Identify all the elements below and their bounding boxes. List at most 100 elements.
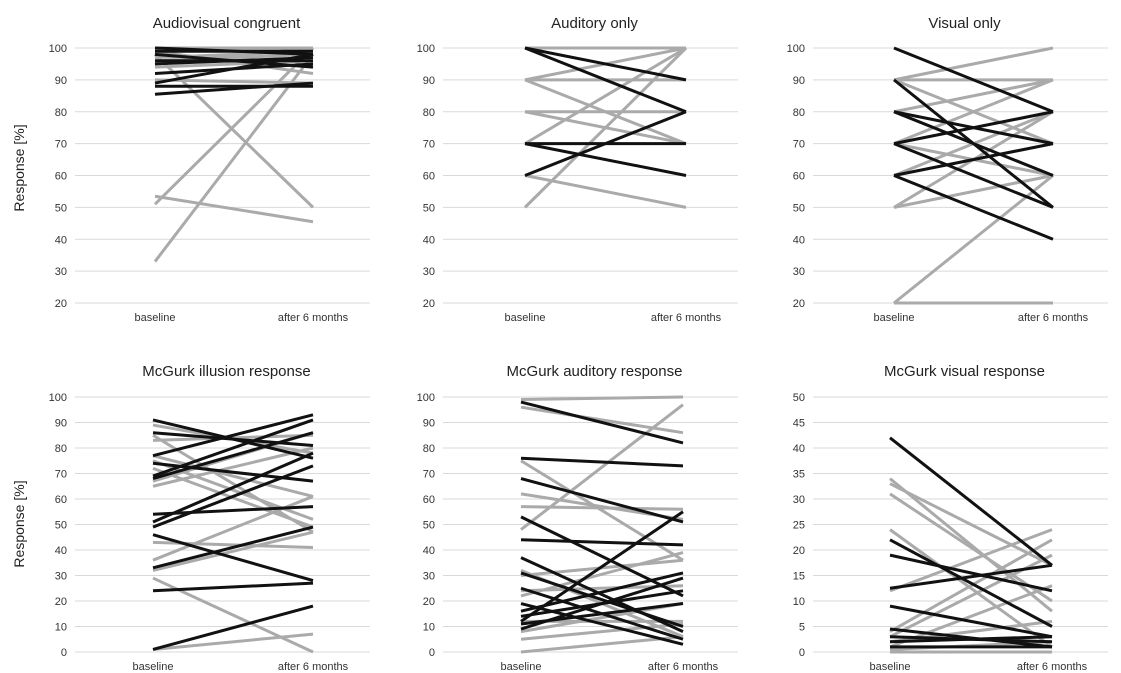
- y-tick-label: 35: [793, 469, 805, 481]
- series-line-dark: [893, 142, 1054, 209]
- y-tick-label: 30: [793, 494, 805, 506]
- y-tick-label: 100: [417, 43, 435, 55]
- series-line-dark: [152, 431, 314, 481]
- series-line-dark: [152, 604, 314, 651]
- y-tick-label: 30: [423, 571, 435, 583]
- y-tick-label: 0: [61, 647, 67, 659]
- y-tick-label: 40: [423, 234, 435, 246]
- y-tick-label: 50: [423, 520, 435, 532]
- series-line-dark: [520, 571, 684, 628]
- y-tick-label: 50: [55, 202, 67, 214]
- x-category-label: baseline: [870, 661, 911, 673]
- y-tick-label: 90: [55, 75, 67, 87]
- panel-title: McGurk illusion response: [142, 363, 310, 380]
- series-line-light: [893, 174, 1054, 209]
- y-axis-label-top-row: Response [%]: [11, 124, 27, 211]
- y-tick-label: 0: [799, 647, 805, 659]
- y-tick-label: 30: [423, 266, 435, 278]
- y-tick-label: 90: [793, 75, 805, 87]
- y-tick-label: 10: [423, 622, 435, 634]
- y-tick-label: 80: [55, 443, 67, 455]
- y-tick-label: 10: [55, 622, 67, 634]
- x-category-label: after 6 months: [648, 661, 719, 673]
- y-tick-label: 60: [55, 494, 67, 506]
- series-line-light: [889, 492, 1053, 603]
- series-line-light: [153, 46, 315, 206]
- panel-auditory-only: Auditory only 20 30 40 50 60 70 80 90 100 baseline…: [417, 15, 738, 324]
- y-tick-label: 15: [793, 571, 805, 583]
- y-tick-label: 50: [55, 520, 67, 532]
- series-line-light: [520, 403, 684, 531]
- series-line-dark: [893, 174, 1054, 241]
- y-tick-label: 0: [429, 647, 435, 659]
- series-line-dark: [154, 52, 314, 85]
- y-tick-label: 70: [423, 139, 435, 151]
- series-line-light: [520, 405, 684, 435]
- x-category-label: after 6 months: [1017, 661, 1088, 673]
- series-line-dark: [889, 563, 1053, 590]
- series-line-light: [154, 194, 314, 224]
- y-tick-label: 50: [423, 202, 435, 214]
- series-line-light: [520, 622, 684, 641]
- series-line-dark: [889, 635, 1053, 644]
- y-tick-label: 10: [793, 596, 805, 608]
- x-category-label: baseline: [135, 312, 176, 324]
- series-line-light: [889, 538, 1053, 633]
- series-line-light: [152, 530, 314, 572]
- series-line-light: [524, 174, 687, 209]
- panel-title: McGurk auditory response: [507, 363, 683, 380]
- series-line-light: [153, 53, 315, 263]
- y-tick-label: 20: [55, 298, 67, 310]
- series-line-dark: [152, 464, 314, 529]
- series-line-dark: [524, 46, 687, 82]
- y-tick-label: 25: [793, 520, 805, 532]
- series-line-dark: [889, 538, 1053, 628]
- panel-title: Audiovisual congruent: [153, 15, 301, 32]
- x-category-label: after 6 months: [651, 312, 722, 324]
- panel-title: Visual only: [928, 15, 1001, 32]
- series-line-light: [889, 528, 1053, 649]
- series-line-light: [152, 632, 314, 651]
- y-tick-label: 30: [55, 266, 67, 278]
- x-category-label: baseline: [874, 312, 915, 324]
- series-line-light: [889, 482, 1053, 567]
- y-tick-label: 60: [55, 171, 67, 183]
- y-tick-label: 90: [423, 75, 435, 87]
- series-line-dark: [152, 581, 314, 593]
- y-tick-label: 100: [417, 392, 435, 404]
- x-category-label: baseline: [501, 661, 542, 673]
- series-line-dark: [520, 602, 684, 646]
- y-tick-label: 30: [55, 571, 67, 583]
- series-line-dark: [524, 46, 687, 114]
- series-line-light: [520, 505, 684, 511]
- panel-title: Auditory only: [551, 15, 638, 32]
- y-tick-label: 50: [793, 392, 805, 404]
- series-line-light: [889, 528, 1053, 593]
- panel-visual-only: Visual only 20 30 40 50 60 70 80 90 100 baseline af…: [787, 15, 1108, 324]
- y-tick-label: 40: [55, 234, 67, 246]
- series-line-light: [152, 454, 314, 498]
- y-tick-label: 60: [793, 171, 805, 183]
- series-line-light: [154, 49, 314, 75]
- series-line-dark: [520, 510, 684, 623]
- y-tick-label: 80: [55, 107, 67, 119]
- y-tick-label: 100: [787, 43, 805, 55]
- y-tick-label: 20: [423, 596, 435, 608]
- series-line-dark: [520, 556, 684, 633]
- y-tick-label: 40: [793, 234, 805, 246]
- y-tick-label: 100: [49, 392, 67, 404]
- series-line-light: [893, 78, 1054, 114]
- panel-title: McGurk visual response: [884, 363, 1045, 380]
- y-tick-label: 80: [793, 107, 805, 119]
- x-category-label: baseline: [505, 312, 546, 324]
- x-category-label: baseline: [133, 661, 174, 673]
- y-tick-label: 20: [793, 298, 805, 310]
- series-line-dark: [152, 533, 314, 583]
- y-axis-label-bottom-row: Response [%]: [11, 480, 27, 567]
- y-tick-label: 100: [49, 43, 67, 55]
- x-category-label: after 6 months: [278, 661, 349, 673]
- series-line-dark: [889, 604, 1053, 639]
- series-line-light: [520, 395, 684, 402]
- series-line-dark: [524, 110, 687, 177]
